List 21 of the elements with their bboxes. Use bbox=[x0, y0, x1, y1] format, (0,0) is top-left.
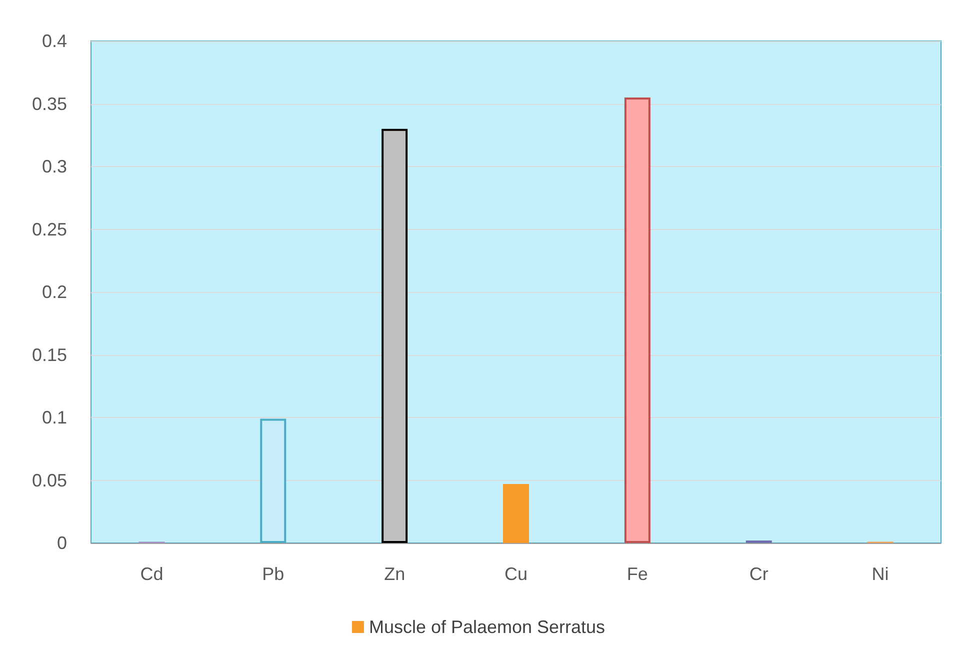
bar bbox=[746, 540, 772, 543]
y-tick-label: 0.35 bbox=[32, 94, 67, 114]
y-tick-label: 0.2 bbox=[42, 282, 67, 302]
bar bbox=[382, 128, 408, 543]
bar bbox=[624, 97, 650, 543]
x-tick-label: Fe bbox=[626, 564, 648, 584]
bar bbox=[503, 484, 529, 543]
y-tick-label: 0.3 bbox=[42, 156, 67, 176]
x-tick-label: Cu bbox=[504, 564, 528, 584]
y-tick-label: 0.15 bbox=[32, 344, 67, 365]
y-tick-label: 0.25 bbox=[32, 219, 67, 240]
y-tick-label: 0.05 bbox=[32, 470, 67, 490]
y-tick-label: 0 bbox=[56, 533, 67, 553]
x-tick-label: Ni bbox=[872, 564, 889, 584]
y-tick-label: 0.4 bbox=[42, 31, 67, 51]
y-tick-label: 0.1 bbox=[42, 408, 67, 428]
x-tick-label: Zn bbox=[384, 564, 406, 584]
legend-label: Muscle of Palaemon Serratus bbox=[368, 617, 606, 637]
x-tick-label: Pb bbox=[262, 564, 284, 584]
x-tick-label: Cr bbox=[749, 564, 768, 584]
x-tick-label: Cd bbox=[140, 564, 164, 584]
